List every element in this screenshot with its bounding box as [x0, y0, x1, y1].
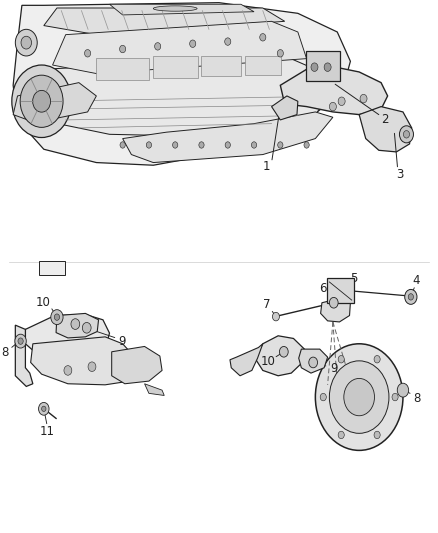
Polygon shape: [13, 3, 350, 165]
Polygon shape: [145, 384, 164, 395]
Text: 7: 7: [263, 298, 271, 311]
Polygon shape: [25, 314, 110, 365]
Circle shape: [405, 289, 417, 304]
Circle shape: [88, 362, 96, 372]
FancyBboxPatch shape: [306, 51, 340, 81]
Circle shape: [51, 310, 63, 325]
Circle shape: [311, 63, 318, 71]
Circle shape: [338, 431, 344, 439]
Circle shape: [12, 65, 71, 138]
FancyBboxPatch shape: [201, 56, 241, 76]
Circle shape: [399, 126, 413, 143]
Text: 5: 5: [350, 272, 357, 285]
Ellipse shape: [153, 6, 197, 11]
Text: 3: 3: [396, 168, 403, 181]
Circle shape: [64, 366, 72, 375]
FancyBboxPatch shape: [327, 278, 354, 303]
Circle shape: [403, 131, 410, 138]
Circle shape: [21, 36, 32, 49]
Circle shape: [42, 406, 46, 411]
Circle shape: [408, 294, 413, 300]
Text: 2: 2: [381, 114, 389, 126]
Circle shape: [190, 40, 196, 47]
Circle shape: [18, 338, 23, 344]
Circle shape: [225, 38, 231, 45]
Circle shape: [173, 142, 178, 148]
Circle shape: [33, 91, 50, 112]
Polygon shape: [13, 83, 96, 123]
Circle shape: [392, 393, 398, 401]
Polygon shape: [110, 4, 254, 15]
Circle shape: [251, 142, 257, 148]
Circle shape: [315, 344, 403, 450]
Circle shape: [329, 297, 338, 308]
Circle shape: [82, 322, 91, 333]
FancyBboxPatch shape: [39, 261, 64, 275]
Circle shape: [329, 102, 336, 111]
Circle shape: [120, 142, 125, 148]
Circle shape: [15, 29, 37, 56]
Polygon shape: [321, 298, 350, 322]
Circle shape: [320, 393, 326, 401]
Polygon shape: [280, 67, 388, 115]
Circle shape: [39, 402, 49, 415]
Text: 1: 1: [262, 160, 270, 173]
Circle shape: [338, 356, 344, 363]
FancyBboxPatch shape: [153, 56, 198, 78]
Polygon shape: [359, 107, 412, 152]
Text: 10: 10: [35, 296, 50, 309]
Text: 4: 4: [413, 274, 420, 287]
Circle shape: [260, 34, 266, 41]
Polygon shape: [15, 325, 33, 386]
Text: 9: 9: [330, 362, 338, 375]
Polygon shape: [299, 349, 328, 373]
Polygon shape: [255, 336, 304, 376]
Circle shape: [199, 142, 204, 148]
Circle shape: [277, 50, 283, 57]
Text: 6: 6: [319, 282, 327, 295]
Circle shape: [225, 142, 230, 148]
Polygon shape: [112, 346, 162, 384]
Circle shape: [279, 346, 288, 357]
Circle shape: [374, 431, 380, 439]
Circle shape: [397, 383, 409, 397]
Circle shape: [374, 356, 380, 363]
Circle shape: [344, 378, 374, 416]
Circle shape: [15, 334, 26, 348]
Circle shape: [155, 43, 161, 50]
Text: 9: 9: [118, 335, 126, 348]
Circle shape: [304, 142, 309, 148]
Polygon shape: [230, 344, 263, 376]
Polygon shape: [272, 96, 298, 120]
Text: 11: 11: [40, 425, 55, 438]
Circle shape: [278, 142, 283, 148]
Circle shape: [360, 94, 367, 103]
Circle shape: [309, 357, 318, 368]
Polygon shape: [123, 112, 333, 163]
Polygon shape: [31, 337, 136, 385]
Circle shape: [120, 45, 126, 53]
Circle shape: [329, 361, 389, 433]
Circle shape: [272, 312, 279, 321]
Circle shape: [146, 142, 152, 148]
Polygon shape: [56, 313, 99, 338]
Circle shape: [324, 63, 331, 71]
Circle shape: [20, 75, 63, 127]
Polygon shape: [31, 56, 333, 136]
Polygon shape: [53, 21, 307, 74]
Polygon shape: [44, 8, 285, 35]
Text: 8: 8: [413, 392, 420, 405]
Circle shape: [54, 314, 60, 320]
Circle shape: [71, 319, 80, 329]
FancyBboxPatch shape: [245, 56, 281, 75]
FancyBboxPatch shape: [96, 58, 149, 80]
Text: 8: 8: [2, 346, 9, 359]
Text: 10: 10: [261, 355, 276, 368]
Circle shape: [85, 50, 91, 57]
Circle shape: [338, 97, 345, 106]
